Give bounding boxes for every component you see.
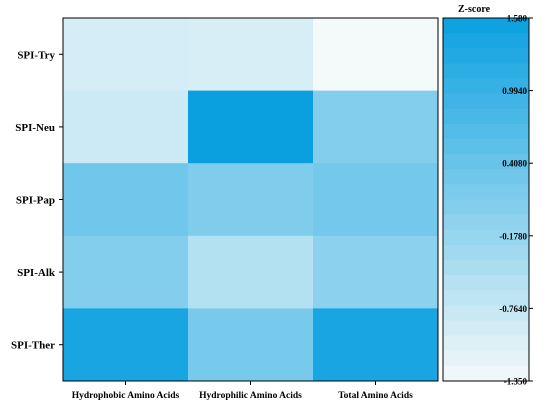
- colorbar-band: [443, 33, 529, 49]
- colorbar-band: [443, 335, 529, 352]
- y-tick-label: SPI-Try: [17, 49, 55, 61]
- colorbar-tick-label: 0.9940: [502, 86, 527, 96]
- colorbar-band: [443, 229, 529, 246]
- colorbar-band: [443, 320, 529, 337]
- colorbar: Z-score 1.580 0.9940 0.4080 -0.1780 -0.7640 -…: [442, 4, 533, 387]
- x-tick-label: Hydrophilic Amino Acids: [199, 391, 302, 401]
- plot-frame: [62, 17, 439, 382]
- colorbar-band: [443, 108, 529, 125]
- x-axis: Hydrophobic Amino Acids Hydrophilic Amino…: [72, 381, 413, 401]
- heatmap-cell: [188, 308, 314, 382]
- heatmap-cell: [313, 163, 439, 237]
- heatmap-cell: [313, 18, 439, 92]
- colorbar-band: [443, 260, 529, 276]
- colorbar-band: [443, 93, 529, 110]
- y-tick-label: SPI-Neu: [15, 122, 55, 134]
- colorbar-tick-label: -1.350: [504, 377, 528, 387]
- colorbar-band: [443, 350, 529, 367]
- heatmap-cell: [188, 235, 314, 309]
- colorbar-band: [443, 305, 529, 321]
- colorbar-band: [443, 78, 529, 95]
- colorbar-band: [443, 63, 529, 79]
- y-tick-label: SPI-Pap: [16, 195, 55, 207]
- heatmap-cell: [63, 235, 189, 309]
- colorbar-band: [443, 48, 529, 64]
- colorbar-tick-label: 0.4080: [502, 159, 527, 169]
- y-tick-label: SPI-Ther: [11, 340, 55, 352]
- colorbar-tick-label: 1.580: [507, 14, 528, 24]
- colorbar-band: [443, 169, 529, 185]
- colorbar-band: [443, 18, 529, 34]
- colorbar-ticks: 1.580 0.9940 0.4080 -0.1780 -0.7640 -1.350: [499, 14, 533, 387]
- colorbar-band: [443, 365, 529, 382]
- heatmap-cell: [188, 18, 314, 92]
- x-tick-label: Total Amino Acids: [338, 391, 413, 401]
- heatmap-cell: [313, 235, 439, 309]
- heatmap-cell: [188, 90, 314, 164]
- heatmap-cell: [313, 90, 439, 164]
- heatmap-cell: [313, 308, 439, 382]
- heatmap-cell: [63, 18, 189, 92]
- colorbar-tick-label: -0.7640: [499, 304, 527, 314]
- colorbar-title: Z-score: [458, 4, 491, 15]
- heatmap-cell: [188, 163, 314, 237]
- x-tick-label: Hydrophobic Amino Acids: [72, 391, 180, 401]
- heatmap-cell: [63, 308, 189, 382]
- colorbar-band: [443, 123, 529, 140]
- colorbar-gradient: [443, 18, 529, 382]
- colorbar-band: [443, 244, 529, 261]
- colorbar-frame: [442, 17, 530, 382]
- colorbar-tick-label: -0.1780: [499, 231, 527, 241]
- heatmap-cell: [63, 90, 189, 164]
- colorbar-band: [443, 184, 529, 200]
- colorbar-band: [443, 154, 529, 170]
- colorbar-band: [443, 199, 529, 216]
- colorbar-band: [443, 139, 529, 155]
- colorbar-band: [443, 275, 529, 291]
- y-axis: SPI-Try SPI-Neu SPI-Pap SPI-Alk SPI-Ther: [11, 49, 63, 352]
- heatmap-cell: [63, 163, 189, 237]
- colorbar-band: [443, 214, 529, 231]
- y-tick-label: SPI-Alk: [17, 267, 56, 279]
- heatmap-cells: [63, 18, 439, 382]
- colorbar-band: [443, 290, 529, 306]
